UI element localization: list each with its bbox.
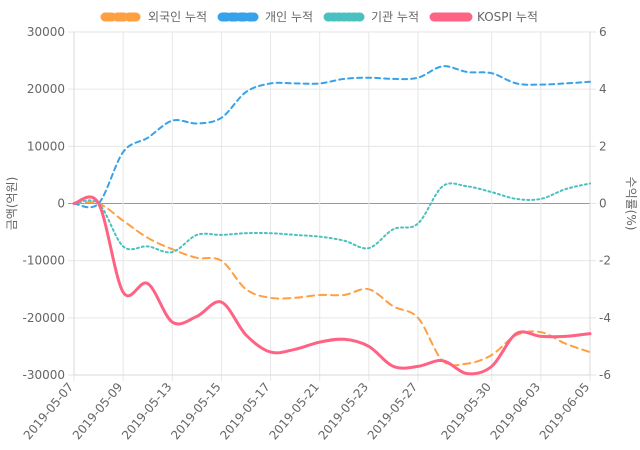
y-left-tick-label: 30000 [27, 25, 65, 39]
x-tick-label: 2019-05-13 [119, 380, 175, 442]
x-tick-label: 2019-05-23 [316, 380, 372, 442]
legend-label: 외국인 누적 [148, 10, 207, 24]
x-tick-label: 2019-05-07 [21, 380, 77, 442]
y-right-tick-label: 2 [599, 139, 607, 153]
y-left-axis-title: 금액(억원) [5, 177, 19, 231]
y-left-tick-label: -10000 [22, 254, 65, 268]
legend-label: 기관 누적 [371, 10, 419, 24]
x-tick-label: 2019-05-21 [266, 380, 322, 442]
x-tick-label: 2019-05-27 [365, 380, 421, 442]
y-right-tick-label: 0 [599, 197, 607, 211]
y-right-tick-label: 6 [599, 25, 607, 39]
y-right-tick-label: -6 [599, 368, 611, 382]
legend-label: KOSPI 누적 [477, 10, 538, 24]
x-tick-label: 2019-05-09 [70, 380, 126, 442]
x-tick-label: 2019-05-15 [168, 380, 224, 442]
series-line-4 [72, 195, 592, 376]
x-tick-label: 2019-05-17 [217, 380, 273, 442]
y-left-tick-label: 10000 [27, 139, 65, 153]
x-tick-label: 2019-06-05 [537, 380, 593, 442]
legend-label: 개인 누적 [265, 10, 313, 24]
x-tick-label: 2019-05-30 [438, 380, 494, 442]
y-left-tick-label: -30000 [22, 368, 65, 382]
series-line-1 [73, 201, 591, 367]
y-right-tick-label: -2 [599, 254, 611, 268]
y-left-tick-label: 20000 [27, 82, 65, 96]
x-tick-label: 2019-06-03 [488, 380, 544, 442]
y-left-tick-label: 0 [57, 197, 65, 211]
y-right-axis-title: 수익률(%) [624, 177, 638, 231]
y-right-tick-label: -4 [599, 311, 611, 325]
series-line-3 [73, 182, 591, 254]
y-left-tick-label: -20000 [22, 311, 65, 325]
series-line-2 [73, 65, 591, 209]
y-right-tick-label: 4 [599, 82, 607, 96]
